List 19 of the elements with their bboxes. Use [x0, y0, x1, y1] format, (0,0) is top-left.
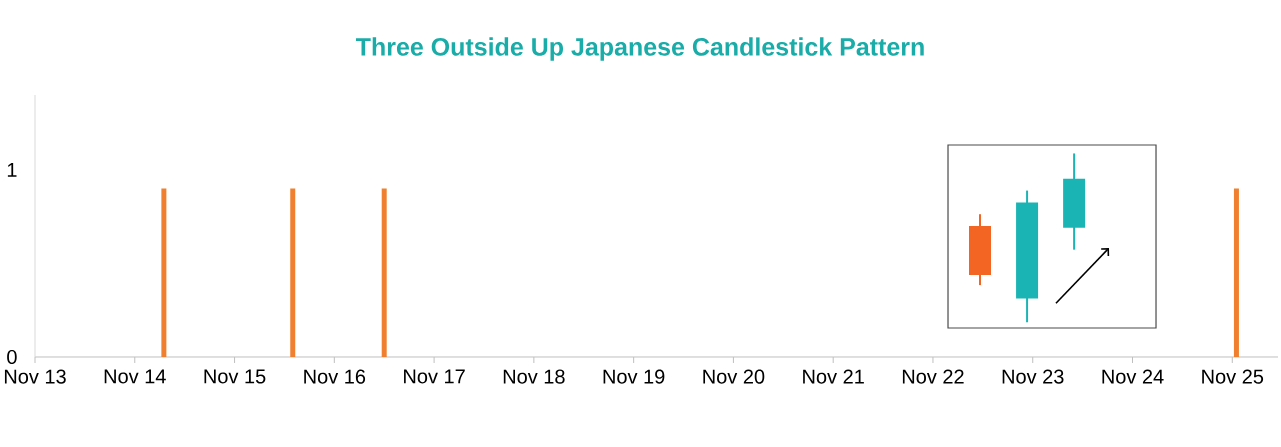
x-tick-label: Nov 16 [304, 369, 366, 384]
candlestick [1063, 152, 1086, 251]
x-tick-label: Nov 21 [803, 369, 864, 384]
x-tick-label: Nov 14 [104, 369, 166, 384]
x-tick-label: Nov 23 [1002, 369, 1064, 384]
x-tick-label: Nov 24 [1102, 369, 1164, 384]
x-tick-label: Nov 18 [503, 369, 565, 384]
y-tick-label: 1 [7, 162, 17, 177]
y-tick-label: 0 [7, 349, 17, 365]
x-tick-label: Nov 15 [204, 369, 266, 384]
x-tick-label: Nov 17 [404, 369, 465, 384]
candlestick [969, 213, 992, 287]
x-tick-label: Nov 19 [603, 369, 665, 384]
x-tick-label: Nov 20 [703, 369, 765, 384]
chart-title: Three Outside Up Japanese Candlestick Pattern [355, 37, 924, 61]
x-tick-label: Nov 25 [1202, 369, 1264, 384]
x-tick-label: Nov 13 [4, 369, 66, 384]
candlestick [1016, 189, 1039, 324]
x-tick-label: Nov 22 [902, 369, 964, 384]
